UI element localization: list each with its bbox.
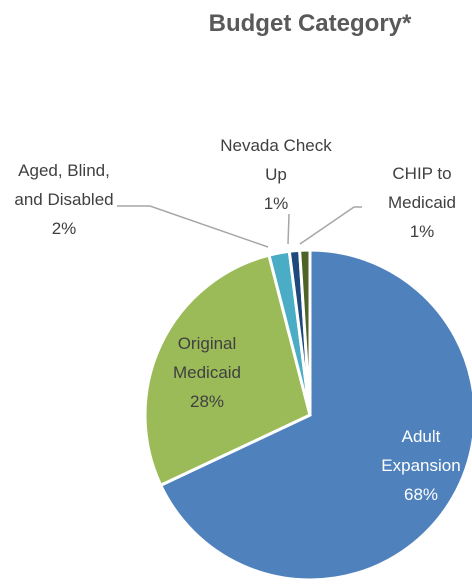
category-label: Original Medicaid [172,334,242,382]
pie-slice [158,248,472,582]
leader-line [287,213,290,245]
pie-slice [143,253,312,488]
data-label: Original Medicaid 28% [162,329,252,416]
category-label: Nevada Check Up [220,136,332,184]
value-label: 1% [263,194,289,213]
leader-line [117,205,269,248]
pie-slice [298,248,312,416]
data-label: Adult Expansion 68% [371,422,471,509]
value-label: 68% [403,485,439,504]
value-label: 28% [189,392,225,411]
category-label: CHIP to Medicaid [387,164,457,212]
data-label: CHIP to Medicaid 1% [380,159,465,246]
category-label: Adult Expansion [381,427,461,475]
data-label: Nevada Check Up 1% [214,131,339,218]
category-label: Aged, Blind, and Disabled [14,161,114,209]
value-label: 1% [409,222,435,241]
data-label: Aged, Blind, and Disabled 2% [7,156,122,243]
chart-title: Budget Category* [208,10,412,37]
leader-line [299,206,362,245]
value-label: 2% [51,219,77,238]
